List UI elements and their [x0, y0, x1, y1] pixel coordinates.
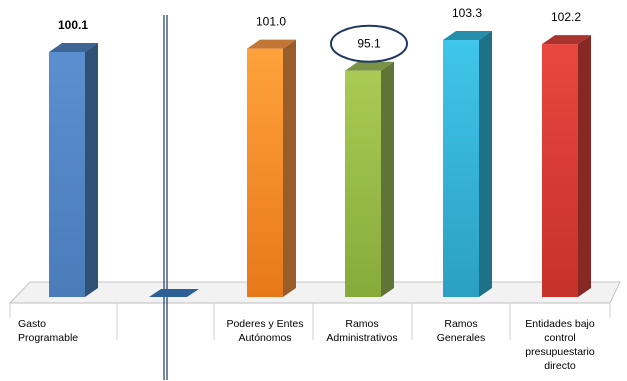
category-label: Ramos Administrativos — [326, 318, 397, 344]
bar-side-face — [479, 31, 492, 297]
bar-top-face — [247, 39, 296, 49]
category-labels: Gasto Programable Poderes y Entes Autónomos… — [18, 318, 595, 372]
bar-front-face — [443, 40, 479, 297]
bar-flat-tile — [149, 289, 199, 297]
category-label-line: control — [544, 332, 576, 344]
value-label: 103.3 — [452, 6, 482, 20]
category-label: Poderes y Entes Autónomos — [226, 318, 303, 344]
bar-series — [49, 31, 591, 298]
value-label: 95.1 — [357, 37, 381, 51]
bar-side-face — [85, 42, 98, 297]
category-label-line: Programable — [18, 332, 78, 344]
bar-side-face — [578, 35, 591, 298]
category-label-line: Poderes y Entes — [226, 318, 303, 330]
section-divider — [163, 15, 168, 380]
highlight-circle — [330, 24, 408, 63]
value-label: 100.1 — [58, 18, 88, 32]
bar-front-face — [247, 48, 283, 297]
category-label-line: Ramos — [345, 318, 378, 330]
bar-top-face — [542, 35, 591, 45]
category-label-line: presupuestario — [525, 346, 595, 358]
category-label-line: Gasto — [18, 318, 46, 330]
chart-floor — [8, 281, 621, 304]
category-separators — [9, 303, 611, 340]
bar-top-face — [345, 61, 394, 71]
bar-side-face — [283, 39, 296, 297]
category-label: Entidades bajo control presupuestario direc… — [525, 318, 595, 372]
bar-side-face — [381, 61, 394, 298]
bar-4 — [345, 61, 394, 298]
value-label: 101.0 — [256, 15, 286, 29]
value-label: 102.2 — [551, 10, 581, 24]
bar-2 — [149, 289, 199, 297]
bar-top-face — [49, 42, 98, 52]
bar-front-face — [345, 70, 381, 298]
value-labels: 100.1 101.0 95.1 103.3 102.2 — [58, 6, 581, 63]
bar-1 — [49, 42, 98, 297]
category-label-line: Ramos — [444, 318, 477, 330]
category-label-line: Entidades bajo — [525, 318, 595, 330]
category-label-line: Autónomos — [238, 332, 291, 344]
category-label: Gasto Programable — [18, 318, 78, 344]
bar-front-face — [542, 44, 578, 297]
bar-top-face — [443, 31, 492, 40]
bar-6 — [542, 35, 591, 298]
category-label-line: Administrativos — [326, 332, 397, 344]
bar-3 — [247, 39, 296, 297]
category-label-line: Generales — [437, 332, 485, 344]
bar-front-face — [49, 51, 85, 297]
category-label-line: directo — [544, 360, 576, 372]
category-label: Ramos Generales — [437, 318, 485, 344]
bar-5 — [443, 31, 492, 297]
